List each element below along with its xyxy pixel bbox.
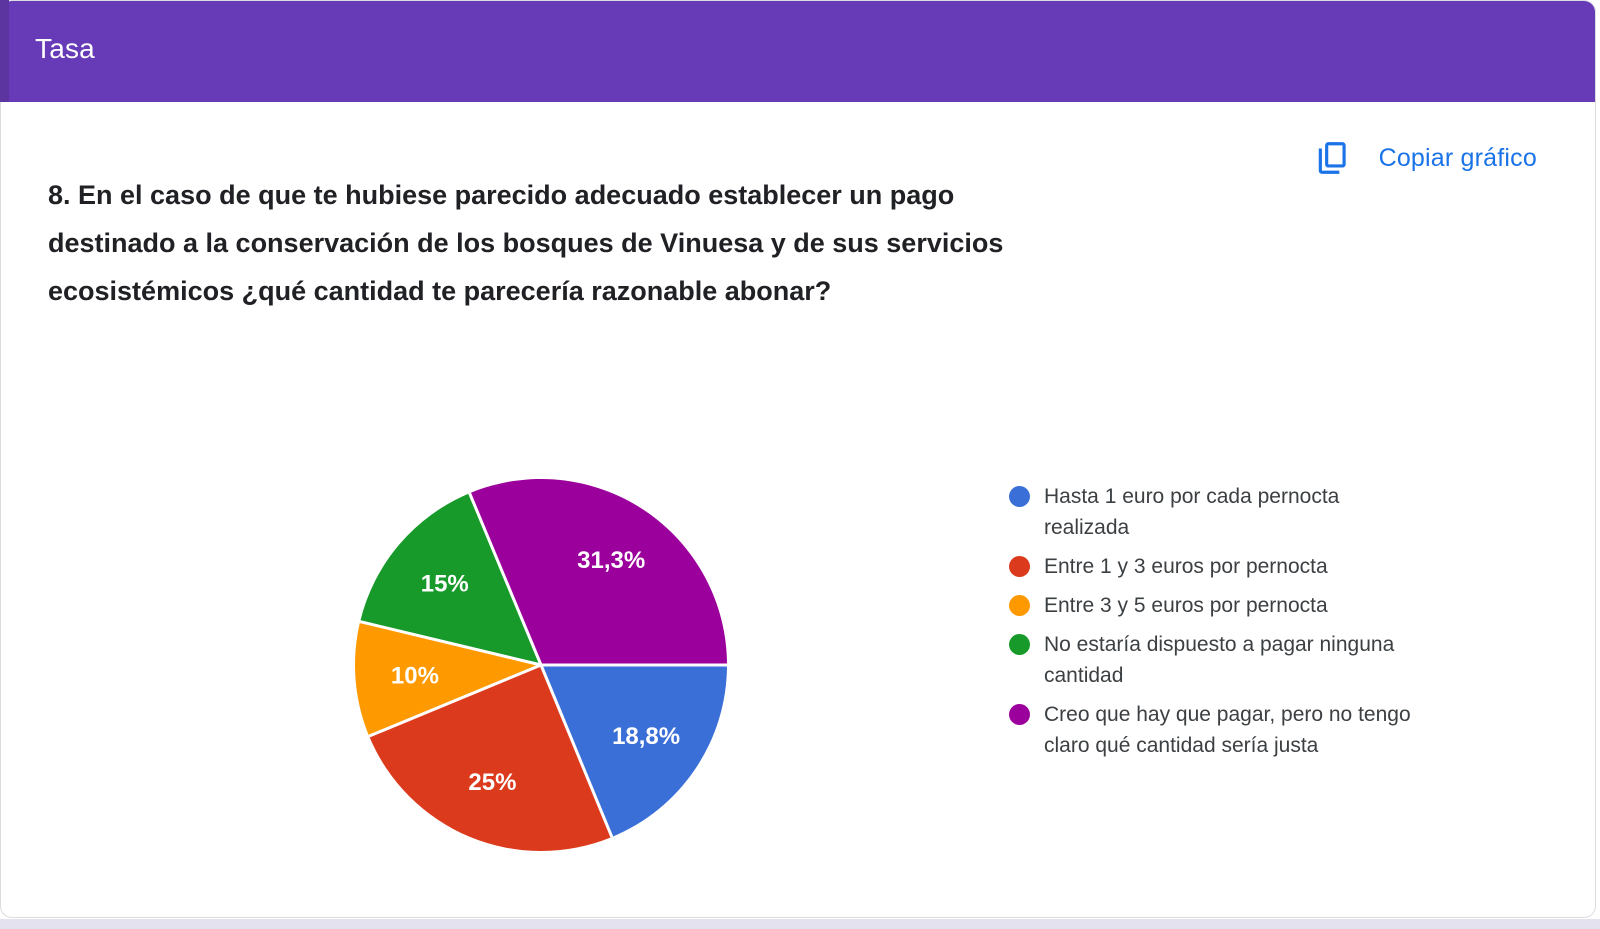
legend-item-2: Entre 3 y 5 euros por pernocta (1009, 590, 1479, 621)
copy-button-label: Copiar gráfico (1378, 143, 1537, 172)
slice-percent-label: 25% (468, 769, 516, 796)
question-line: ecosistémicos ¿qué cantidad te parecería… (48, 276, 832, 306)
pie-chart: 18,8% 25% 10% 15% 31,3% (341, 465, 741, 865)
legend-item-4: Creo que hay que pagar, pero no tengo cla… (1009, 699, 1479, 761)
legend-item-label: No estaría dispuesto a pagar ninguna cant… (1044, 633, 1395, 687)
copy-chart-button[interactable]: Copiar gráfico (1314, 135, 1537, 181)
legend-item-0: Hasta 1 euro por cada pernocta realizada (1009, 481, 1479, 543)
left-edge-accent (0, 0, 9, 102)
page-bottom-background (0, 919, 1600, 929)
slice-divider (368, 663, 542, 738)
pie-slice-4[interactable] (469, 479, 727, 665)
chart-legend: Hasta 1 euro por cada pernocta realizada E… (1009, 481, 1479, 761)
slice-percent-label: 10% (391, 662, 439, 689)
legend-item-1: Entre 1 y 3 euros por pernocta (1009, 551, 1479, 582)
legend-color-dot (1009, 556, 1030, 577)
pie-slice-2[interactable] (355, 621, 541, 737)
section-title: Tasa (35, 32, 95, 64)
legend-item-label: Entre 3 y 5 euros por pernocta (1044, 594, 1328, 617)
legend-item-3: No estaría dispuesto a pagar ninguna cant… (1009, 629, 1479, 691)
legend-color-dot (1009, 634, 1030, 655)
legend-color-dot (1009, 704, 1030, 725)
slice-percent-label: 15% (421, 570, 469, 597)
question-line: destinado a la conservación de los bosqu… (48, 228, 1004, 258)
legend-item-label: Creo que hay que pagar, pero no tengo cla… (1044, 703, 1411, 757)
question-line: 8. En el caso de que te hubiese parecido… (48, 180, 955, 210)
slice-percent-label: 31,3% (577, 547, 645, 574)
legend-item-label: Entre 1 y 3 euros por pernocta (1044, 555, 1328, 578)
slice-divider (359, 620, 542, 667)
legend-item-label: Hasta 1 euro por cada pernocta realizada (1044, 485, 1340, 539)
legend-color-dot (1009, 595, 1030, 616)
legend-color-dot (1009, 486, 1030, 507)
pie-slice-3[interactable] (360, 493, 541, 665)
copy-icon (1314, 139, 1352, 177)
slice-divider (468, 492, 543, 666)
section-header: Tasa (1, 1, 1595, 102)
slice-divider (539, 664, 614, 838)
slice-percent-label: 18,8% (612, 723, 680, 750)
question-title: 8. En el caso de que te hubiese parecido… (48, 171, 1218, 315)
pie-slice-0[interactable] (541, 665, 727, 837)
